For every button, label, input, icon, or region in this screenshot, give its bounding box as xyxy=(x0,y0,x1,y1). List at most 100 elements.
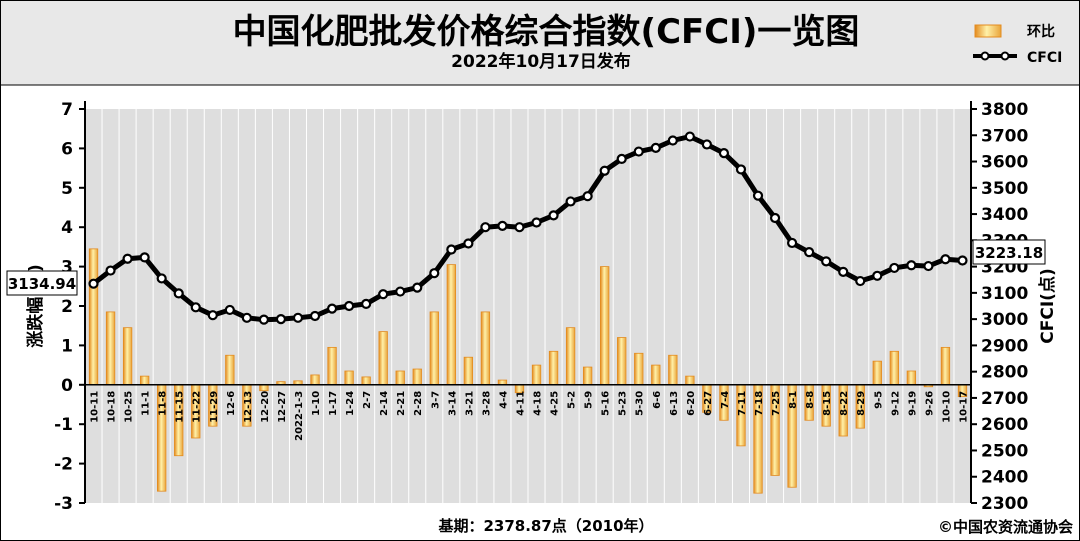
x-tick-label-4-11: 4-11 xyxy=(515,391,526,416)
y-right-tick-label: 3800 xyxy=(981,100,1028,120)
cfci-point-8-15 xyxy=(821,256,832,267)
callout-right: 3223.18 xyxy=(972,239,1046,265)
x-tick-label-2-28: 2-28 xyxy=(413,391,424,416)
chart-subtitle: 2022年10月17日发布 xyxy=(451,51,631,72)
cfci-point-6-6 xyxy=(650,142,661,153)
cfci-line xyxy=(91,134,963,323)
cfci-point-9-12 xyxy=(889,262,900,274)
cfci-point-5-16 xyxy=(599,165,610,176)
x-tick-label-7-25: 7-25 xyxy=(771,391,782,416)
y-right-tick-label: 2800 xyxy=(981,363,1028,383)
x-tick-label-3-7: 3-7 xyxy=(430,391,441,409)
cfci-point-2022-1-3 xyxy=(292,312,304,323)
cfci-point-1-24 xyxy=(343,300,355,312)
y-left-tick-label: 0 xyxy=(61,376,73,396)
x-tick-label-3-21: 3-21 xyxy=(464,391,475,416)
cfci-point-1-17 xyxy=(326,303,338,314)
x-tick-label-10-11: 10-11 xyxy=(90,391,101,423)
x-tick-label-4-4: 4-4 xyxy=(498,391,509,409)
x-tick-label-6-27: 6-27 xyxy=(703,391,714,416)
cfci-point-11-1 xyxy=(139,252,150,263)
cfci-point-10-25 xyxy=(122,253,133,264)
cfci-point-10-11 xyxy=(88,278,99,289)
y-right-tick-label: 3400 xyxy=(981,205,1028,225)
y-right-tick-label: 3600 xyxy=(981,153,1028,173)
y-right-tick-label: 2500 xyxy=(981,441,1028,461)
header-band xyxy=(1,1,1079,85)
cfci-point-12-27 xyxy=(275,314,287,325)
y-right-axis-title: CFCI(点) xyxy=(1037,268,1058,343)
cfci-point-10-17 xyxy=(957,255,968,266)
x-tick-label-6-13: 6-13 xyxy=(669,391,680,416)
y-left-tick-label: -2 xyxy=(54,455,73,475)
x-tick-label-4-18: 4-18 xyxy=(533,391,544,416)
bar-2-28 xyxy=(412,368,422,386)
x-tick-label-11-22: 11-22 xyxy=(192,391,203,423)
x-tick-label-6-20: 6-20 xyxy=(686,391,697,416)
y-left-tick-label: 1 xyxy=(61,336,73,356)
bar-10-18 xyxy=(105,311,116,386)
bar-3-7 xyxy=(429,311,439,386)
x-tick-label-8-29: 8-29 xyxy=(856,391,867,416)
x-tick-label-5-2: 5-2 xyxy=(567,391,578,409)
cfci-point-8-29 xyxy=(855,275,866,287)
y-left-tick-label: -3 xyxy=(54,494,73,514)
bar-12-20 xyxy=(259,384,269,392)
cfci-point-7-25 xyxy=(769,212,781,224)
cfci-point-12-13 xyxy=(241,312,252,323)
x-tick-label-2-7: 2-7 xyxy=(362,391,373,409)
bar-1-10 xyxy=(310,374,320,386)
line-series xyxy=(88,131,968,325)
cfci-point-10-10 xyxy=(940,254,951,265)
bar-5-23 xyxy=(617,337,627,386)
bar-1-17 xyxy=(327,346,337,386)
bar-5-2 xyxy=(565,327,576,386)
x-tick-label-2-14: 2-14 xyxy=(379,391,390,416)
x-tick-label-7-4: 7-4 xyxy=(720,391,731,409)
bar-5-30 xyxy=(634,352,644,386)
cfci-point-6-27 xyxy=(701,139,713,150)
bar-2-7 xyxy=(361,376,371,386)
bar-6-13 xyxy=(668,354,678,386)
bar-10-25 xyxy=(122,327,133,386)
cfci-point-2-21 xyxy=(395,286,406,297)
cfci-point-11-22 xyxy=(190,302,201,313)
y-left-tick-label: 7 xyxy=(61,100,73,120)
x-tick-label-2022-1-3: 2022-1-3 xyxy=(294,391,305,441)
x-tick-label-9-19: 9-19 xyxy=(907,391,918,416)
cfci-point-8-22 xyxy=(838,266,849,277)
bar-3-28 xyxy=(480,311,491,386)
callout-right-box xyxy=(972,239,1046,265)
bar-9-19 xyxy=(906,370,917,386)
cfci-point-10-18 xyxy=(105,265,116,276)
bar-3-21 xyxy=(463,356,474,386)
copyright-note: ©中国农资流通协会 xyxy=(938,518,1073,536)
bar-2-21 xyxy=(395,370,405,386)
x-tick-label-5-23: 5-23 xyxy=(618,391,629,416)
x-tick-label-10-25: 10-25 xyxy=(124,391,135,423)
cfci-point-3-21 xyxy=(463,238,474,249)
bar-12-6 xyxy=(225,354,235,386)
bar-10-10 xyxy=(940,346,951,386)
y-left-tick-label: 3 xyxy=(61,258,73,278)
cfci-point-4-25 xyxy=(548,210,559,221)
cfci-point-11-29 xyxy=(207,310,218,321)
bar-9-12 xyxy=(889,350,899,386)
y-left-tick-label: 6 xyxy=(61,139,73,159)
x-tick-label-10-17: 10-17 xyxy=(958,391,969,423)
cfci-point-6-20 xyxy=(684,131,695,142)
cfci-point-4-11 xyxy=(514,222,525,233)
x-tick-labels: 10-11 10-18 10-25 11-1 11-8 11-15 11-22 11-29 12… xyxy=(90,391,970,441)
cfci-point-9-5 xyxy=(872,270,883,281)
y-right-tick-label: 3100 xyxy=(981,284,1028,304)
bar-6-20 xyxy=(685,375,695,386)
x-tick-label-12-13: 12-13 xyxy=(243,391,254,423)
cfci-point-7-4 xyxy=(718,148,730,159)
y-left-tick-label: -1 xyxy=(54,415,73,435)
bar-1-24 xyxy=(344,370,354,386)
bar-4-25 xyxy=(548,350,559,386)
x-tick-label-11-1: 11-1 xyxy=(141,391,152,416)
callout-left-box xyxy=(6,270,78,296)
bar-11-1 xyxy=(139,375,150,386)
